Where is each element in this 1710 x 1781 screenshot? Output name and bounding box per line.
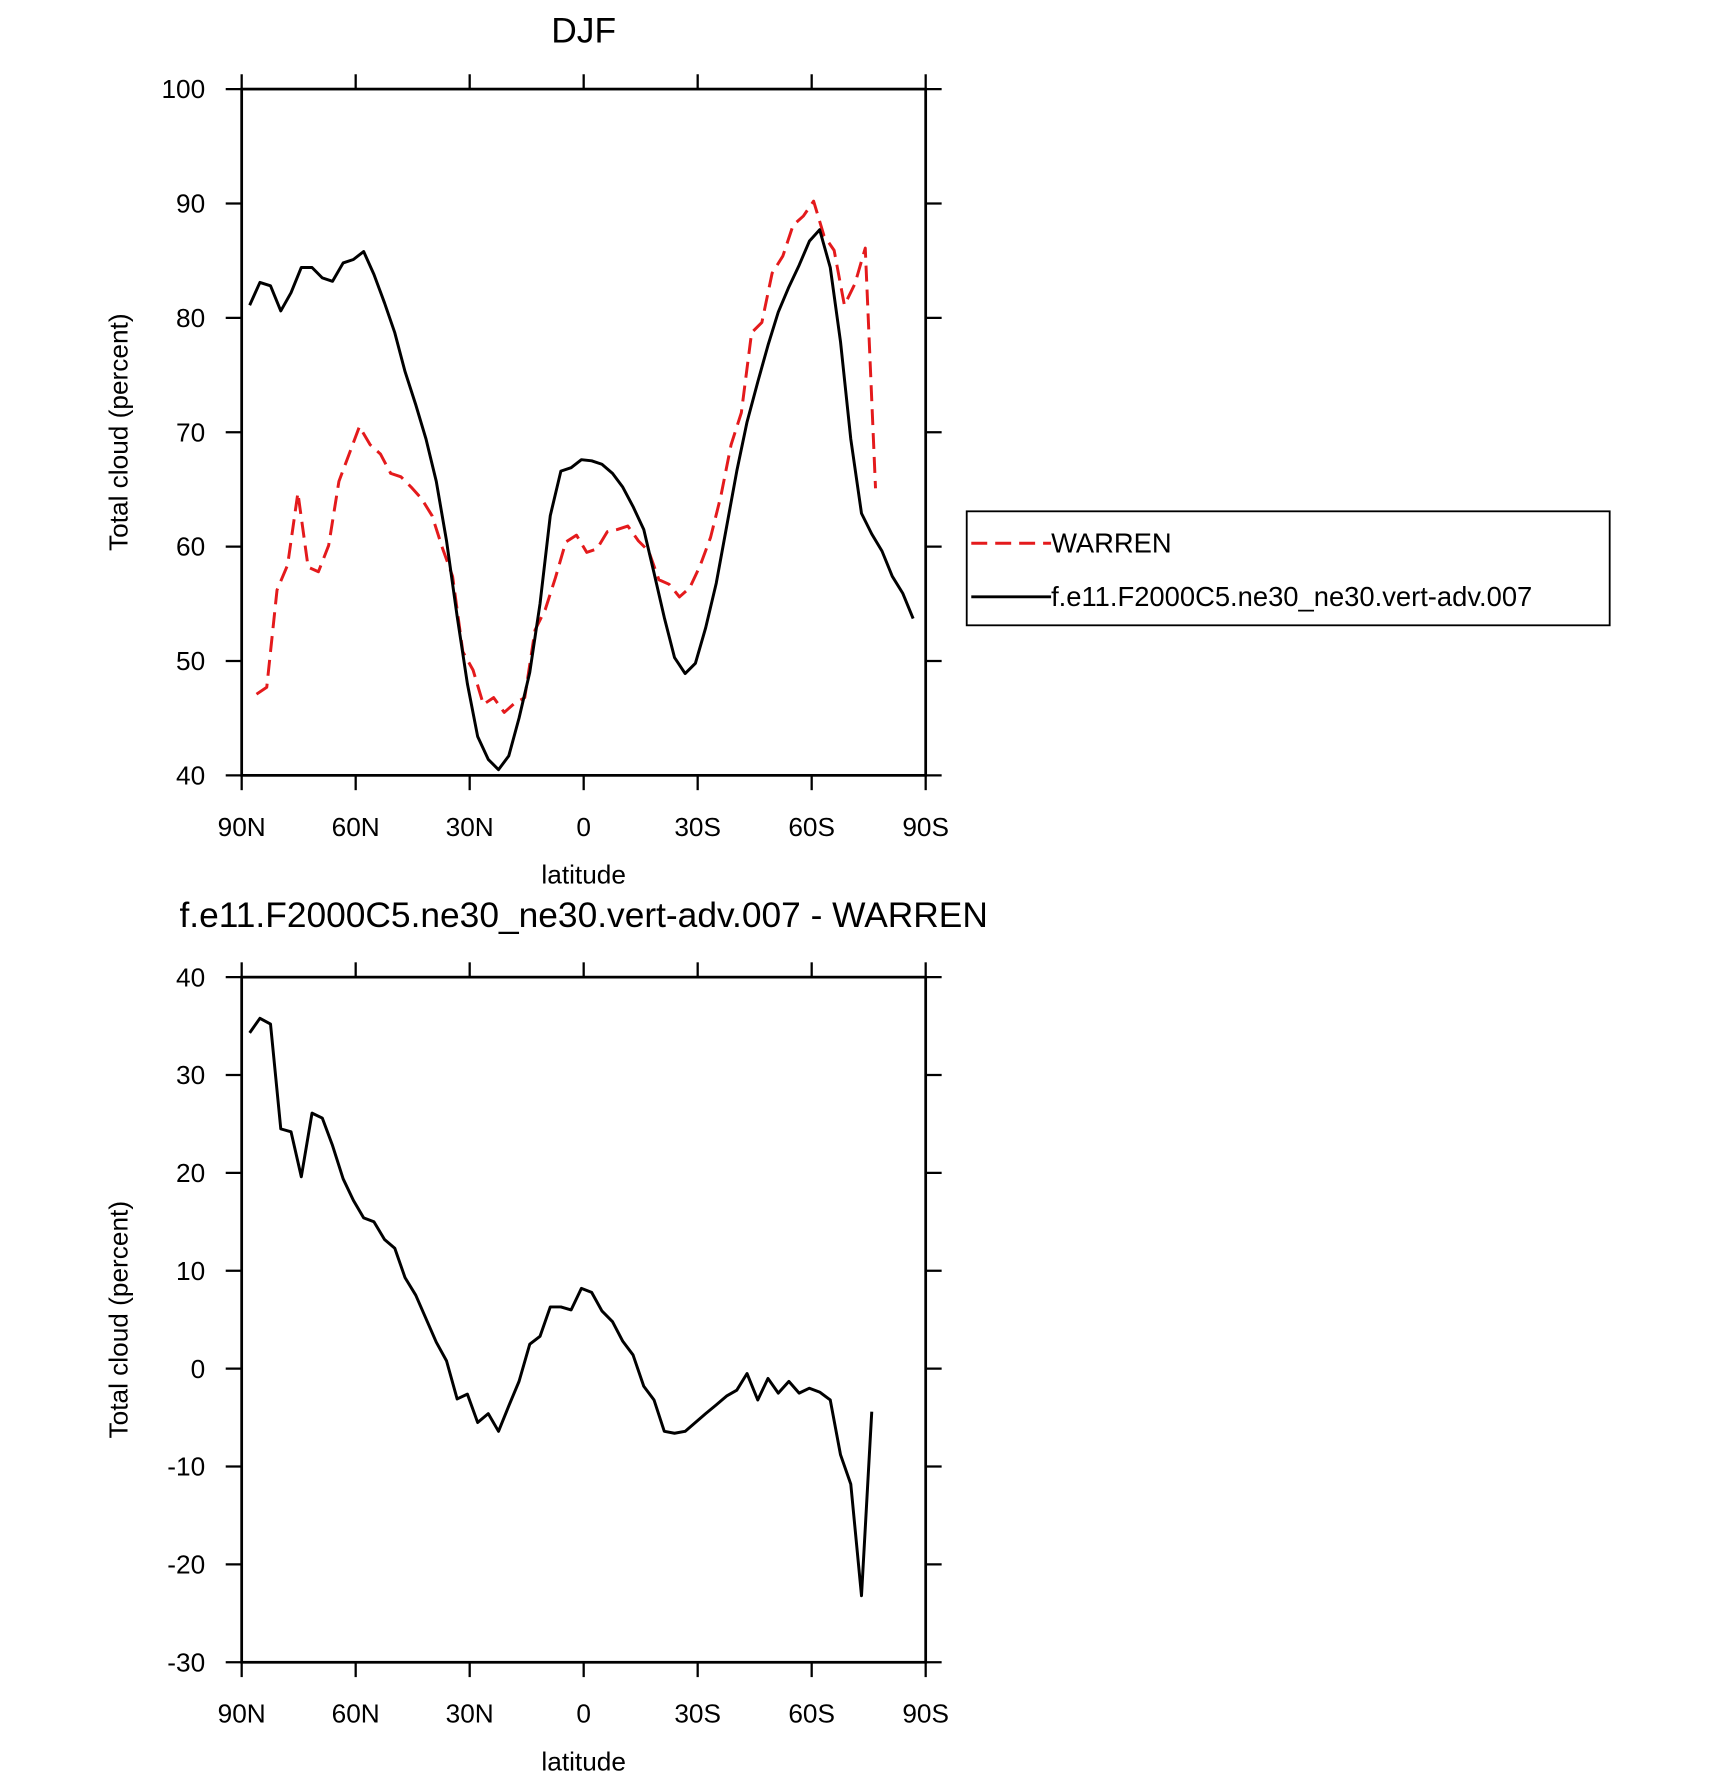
y-axis-label: Total cloud (percent)	[104, 1201, 134, 1439]
y-tick-label: 80	[176, 303, 205, 333]
x-axis-label: latitude	[541, 1747, 626, 1777]
x-tick-label: 90S	[902, 812, 949, 842]
y-tick-label: 70	[176, 417, 205, 447]
legend-label: f.e11.F2000C5.ne30_ne30.vert-adv.007	[1051, 581, 1532, 612]
x-tick-label: 30S	[674, 1699, 721, 1729]
x-tick-label: 90S	[902, 1699, 949, 1729]
x-tick-label: 0	[576, 812, 591, 842]
plot-frame	[240, 975, 928, 1664]
data-line	[248, 228, 915, 772]
x-axis-label: latitude	[541, 860, 626, 890]
data-line	[255, 199, 878, 714]
y-tick-label: 90	[176, 189, 205, 219]
y-tick-label: -30	[167, 1647, 205, 1677]
x-tick-label: 90N	[218, 1699, 266, 1729]
y-tick-label: 60	[176, 532, 205, 562]
y-tick-label: 0	[191, 1354, 206, 1384]
plot-frame	[240, 87, 928, 777]
x-tick-label: 0	[576, 1699, 591, 1729]
y-tick-label: 40	[176, 760, 205, 790]
y-tick-label: 100	[161, 74, 205, 104]
chart-title: DJF	[551, 11, 616, 50]
x-tick-label: 30N	[446, 1699, 494, 1729]
y-tick-label: 30	[176, 1060, 205, 1090]
x-tick-label: 60N	[332, 812, 380, 842]
x-tick-label: 30S	[674, 812, 721, 842]
y-tick-label: 20	[176, 1158, 205, 1188]
y-tick-label: 10	[176, 1256, 205, 1286]
chart-title: f.e11.F2000C5.ne30_ne30.vert-adv.007 - W…	[179, 896, 987, 935]
data-line	[248, 1016, 874, 1598]
y-tick-label: 50	[176, 646, 205, 676]
y-tick-label: 40	[176, 962, 205, 992]
y-tick-label: -10	[167, 1452, 205, 1482]
legend-box	[965, 510, 1611, 627]
x-tick-label: 60S	[788, 1699, 835, 1729]
legend-label: WARREN	[1051, 527, 1172, 558]
y-axis-label: Total cloud (percent)	[104, 313, 134, 551]
x-tick-label: 60S	[788, 812, 835, 842]
x-tick-label: 30N	[446, 812, 494, 842]
y-tick-label: -20	[167, 1550, 205, 1580]
x-tick-label: 60N	[332, 1699, 380, 1729]
x-tick-label: 90N	[218, 812, 266, 842]
